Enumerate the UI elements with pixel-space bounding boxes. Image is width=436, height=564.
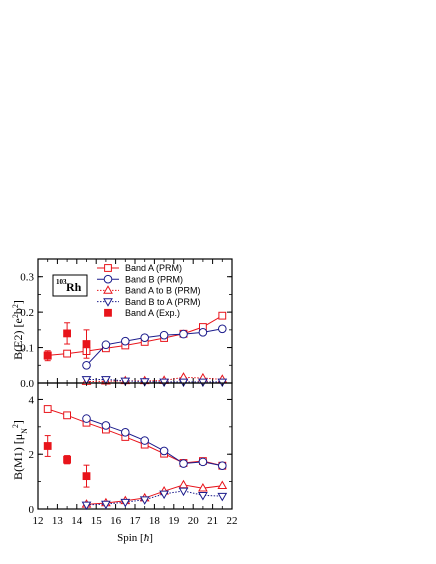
x-tick-label: 13 — [52, 515, 64, 527]
legend-label: Band A to B (PRM) — [125, 286, 201, 296]
data-point — [159, 490, 169, 500]
legend-entry-band-a-to-b-prm: Band A to B (PRM) — [97, 285, 201, 296]
legend-entry-band-a-exp: Band A (Exp.) — [104, 308, 180, 318]
data-point — [43, 405, 52, 413]
data-point — [101, 500, 111, 510]
legend-label: Band B to A (PRM) — [125, 297, 201, 307]
data-point — [218, 311, 227, 320]
data-point — [198, 492, 208, 501]
data-point — [178, 487, 189, 497]
b-m1-y-axis-label: B(M1) [μN2] — [11, 420, 29, 480]
b-e2-x-ticks — [37, 259, 233, 383]
x-tick-label: 15 — [91, 515, 103, 527]
b-m1-x-axis: 12 13 14 15 16 17 18 19 20 21 22 — [33, 383, 238, 527]
b-m1-series — [43, 405, 228, 511]
data-point — [198, 457, 208, 467]
data-point — [140, 436, 149, 445]
spin-x-axis-label: Spin [ħ] — [117, 532, 153, 544]
data-point — [82, 340, 91, 348]
series-band-a-exp — [43, 322, 91, 362]
data-point — [198, 482, 208, 492]
data-point — [139, 378, 150, 387]
legend-entry-band-b-to-a-prm: Band B to A (PRM) — [97, 297, 201, 307]
data-point — [218, 461, 227, 471]
data-point — [81, 501, 92, 511]
data-point — [121, 428, 130, 437]
data-point — [121, 336, 130, 346]
legend-marker — [104, 264, 112, 272]
series-band-b-prm — [82, 414, 227, 471]
nucleus-symbol: Rh — [66, 280, 82, 294]
legend-marker — [103, 274, 113, 284]
y-tick-label: 0 — [29, 504, 35, 516]
data-point — [120, 498, 131, 508]
legend-label: Band B (PRM) — [125, 274, 183, 284]
data-point — [217, 492, 228, 502]
series-band-b-to-a-prm — [81, 487, 228, 511]
series-line — [47, 315, 223, 356]
data-point — [179, 459, 188, 468]
x-tick-label: 12 — [33, 515, 44, 527]
b-e2-y-axis-label: B(E2) [e2b2] — [11, 300, 26, 360]
data-point — [101, 376, 111, 385]
data-point — [81, 376, 92, 385]
data-point — [139, 496, 150, 505]
y-tick-label: 2 — [29, 449, 35, 461]
legend: Band A (PRM)Band B (PRM) Band A to B (PRM… — [97, 263, 201, 318]
data-point — [82, 360, 91, 370]
data-point — [82, 414, 91, 423]
legend-marker — [104, 308, 112, 317]
data-point — [140, 333, 149, 342]
data-point — [101, 421, 111, 430]
y-tick-label: 0.2 — [20, 307, 34, 319]
nucleus-label: 103 Rh — [52, 274, 88, 297]
y-tick-label: 0.3 — [20, 272, 34, 284]
legend-marker — [103, 285, 113, 294]
series-band-a-exp — [43, 435, 91, 488]
y-tick-label: 0.0 — [20, 378, 34, 390]
data-point — [82, 472, 91, 481]
legend-label: Band A (Exp.) — [125, 308, 180, 318]
legend-marker — [103, 298, 113, 307]
series-line — [47, 408, 223, 467]
legend-label: Band A (PRM) — [125, 263, 182, 273]
legend-entry-band-a-prm: Band A (PRM) — [97, 263, 182, 273]
y-tick-label: 4 — [29, 394, 35, 406]
nucleus-mass-number: 103 — [56, 278, 67, 286]
x-tick-label: 17 — [130, 515, 142, 527]
data-point — [179, 329, 188, 339]
legend-entry-band-b-prm: Band B (PRM) — [97, 274, 183, 284]
x-tick-label: 20 — [188, 515, 200, 527]
series-band-b-prm — [82, 324, 227, 370]
data-point — [63, 329, 72, 338]
b-m1-panel: 0 2 4 12 13 14 15 16 17 18 19 20 21 22 B(M1) [μN2] S… — [11, 382, 238, 544]
y-tick-label: 0.1 — [20, 343, 34, 355]
x-tick-label: 18 — [149, 515, 161, 527]
x-tick-label: 22 — [227, 515, 238, 527]
data-point — [217, 480, 228, 490]
x-tick-label: 14 — [71, 515, 83, 527]
data-point — [159, 330, 169, 340]
data-point — [63, 455, 72, 464]
data-point — [43, 351, 52, 360]
data-point — [159, 446, 169, 456]
x-tick-label: 21 — [207, 515, 218, 527]
x-tick-label: 16 — [110, 515, 122, 527]
x-tick-label: 19 — [168, 515, 180, 527]
data-point — [63, 411, 72, 420]
data-point — [63, 349, 72, 358]
data-point — [43, 442, 52, 450]
data-point — [198, 328, 208, 337]
data-point — [101, 340, 111, 350]
data-point — [120, 377, 131, 387]
data-point — [218, 324, 227, 334]
